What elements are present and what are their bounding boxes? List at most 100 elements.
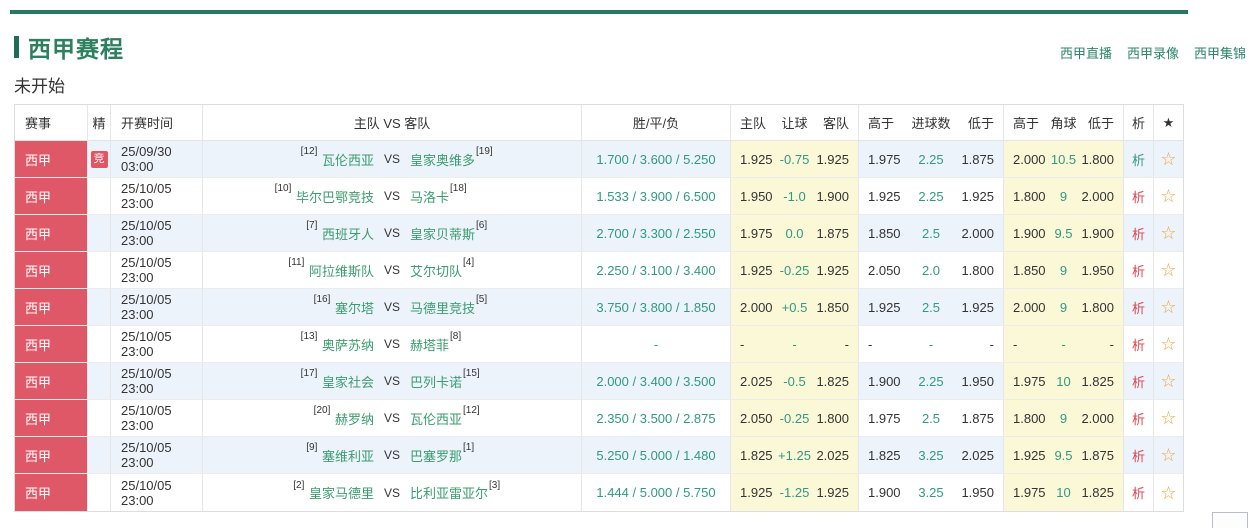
- star-cell: ☆: [1154, 437, 1183, 473]
- goals-over-odds: 2.050: [868, 262, 901, 278]
- favorite-star-icon[interactable]: ☆: [1160, 223, 1177, 243]
- home-team-link[interactable]: 皇家马德里: [308, 486, 374, 501]
- league-badge[interactable]: 西甲: [15, 289, 88, 325]
- away-team-link[interactable]: 巴列卡诺: [410, 374, 463, 390]
- league-badge[interactable]: 西甲: [15, 474, 88, 511]
- favorite-star-icon[interactable]: ☆: [1160, 334, 1177, 354]
- link-highlights[interactable]: 西甲集锦: [1193, 46, 1246, 61]
- match-time: 25/10/05 23:00: [111, 289, 203, 325]
- league-badge[interactable]: 西甲: [15, 437, 88, 473]
- league-badge[interactable]: 西甲: [15, 326, 88, 362]
- away-rank: [8]: [450, 331, 462, 343]
- home-team-link[interactable]: 瓦伦西亚: [321, 152, 374, 168]
- header-corners-over: 高于: [1013, 116, 1040, 131]
- league-badge[interactable]: 西甲: [15, 252, 88, 288]
- analysis-link[interactable]: 析: [1131, 337, 1145, 353]
- teams-cell: [2] 皇家马德里 VS 比利亚雷亚尔[3]: [203, 474, 582, 511]
- favorite-star-icon[interactable]: ☆: [1160, 408, 1177, 428]
- header-handicap-line: 让球: [781, 116, 808, 131]
- home-team-link[interactable]: 毕尔巴鄂竞技: [295, 189, 374, 205]
- away-team-link[interactable]: 艾尔切队: [410, 263, 463, 279]
- goals-under-odds: 1.925: [961, 299, 994, 315]
- table-row: 西甲 竞 25/10/05 23:00 [16] 塞尔塔 VS 马德里竞技[5]…: [15, 289, 1183, 326]
- teams-cell: [17] 皇家社会 VS 巴列卡诺[15]: [203, 363, 582, 399]
- top-accent-line: [10, 10, 1188, 14]
- away-team-link[interactable]: 比利亚雷亚尔: [410, 486, 489, 501]
- home-team-link[interactable]: 阿拉维斯队: [308, 263, 374, 279]
- header-handicap-group: 主队 让球 客队: [731, 105, 859, 140]
- betting-icon[interactable]: 竞: [90, 150, 108, 168]
- favorite-star-icon[interactable]: ☆: [1160, 482, 1177, 503]
- home-team-link[interactable]: 赫罗纳: [334, 411, 374, 427]
- status-heading: 未开始: [14, 77, 65, 96]
- star-cell: ☆: [1154, 474, 1183, 511]
- goals-under-odds: 1.875: [961, 410, 994, 426]
- star-cell: ☆: [1154, 363, 1183, 399]
- home-team-link[interactable]: 塞维利亚: [321, 448, 374, 464]
- teams-cell: [12] 瓦伦西亚 VS 皇家奥维多[19]: [203, 141, 582, 177]
- away-rank: [6]: [476, 220, 488, 232]
- league-badge[interactable]: 西甲: [15, 178, 88, 214]
- home-team-link[interactable]: 皇家社会: [321, 374, 374, 390]
- schedule-table: 赛事 精 开赛时间 主队 VS 客队 胜/平/负 主队 让球 客队 高于 进球数…: [14, 104, 1184, 512]
- analysis-link[interactable]: 析: [1131, 448, 1145, 464]
- favorite-star-icon[interactable]: ☆: [1160, 297, 1177, 317]
- away-team-link[interactable]: 瓦伦西亚: [410, 411, 463, 427]
- home-team-link[interactable]: 奥萨苏纳: [321, 337, 374, 353]
- header-corners-under: 低于: [1087, 116, 1114, 131]
- pick-cell: 竞: [88, 215, 111, 251]
- home-team-link[interactable]: 塞尔塔: [334, 300, 374, 316]
- league-badge[interactable]: 西甲: [15, 363, 88, 399]
- corners-line: 9: [1059, 262, 1068, 278]
- away-team-link[interactable]: 马德里竞技: [410, 300, 476, 316]
- analysis-link[interactable]: 析: [1131, 263, 1145, 279]
- league-badge[interactable]: 西甲: [15, 400, 88, 436]
- corners-group: 1.800 9 2.000: [1004, 400, 1124, 436]
- table-row: 西甲 竞 25/09/30 03:00 [12] 瓦伦西亚 VS 皇家奥维多[1…: [15, 141, 1183, 178]
- floating-widget-partial[interactable]: [1212, 512, 1248, 528]
- corners-line: 9.5: [1054, 447, 1073, 463]
- vs-label: VS: [384, 226, 401, 240]
- away-team-link[interactable]: 巴塞罗那: [410, 448, 463, 464]
- goals-line: -: [928, 336, 934, 352]
- analysis-link[interactable]: 析: [1131, 486, 1145, 501]
- favorite-star-icon[interactable]: ☆: [1160, 445, 1177, 465]
- away-team-link[interactable]: 马洛卡: [410, 189, 450, 205]
- analysis-link[interactable]: 析: [1131, 300, 1145, 316]
- handicap-group: 1.925 -1.25 1.925: [731, 474, 859, 511]
- analysis-cell: 析: [1124, 326, 1154, 362]
- handicap-home-odds: 1.825: [740, 447, 773, 463]
- corners-under-odds: 1.875: [1081, 447, 1114, 463]
- favorite-star-icon[interactable]: ☆: [1160, 186, 1177, 206]
- handicap-away-odds: 1.925: [816, 485, 849, 500]
- away-side: 马德里竞技[5]: [410, 294, 581, 317]
- home-team-link[interactable]: 西班牙人: [321, 226, 374, 242]
- analysis-link[interactable]: 析: [1131, 374, 1145, 390]
- link-live[interactable]: 西甲直播: [1059, 46, 1112, 61]
- league-badge[interactable]: 西甲: [15, 141, 88, 177]
- analysis-link[interactable]: 析: [1131, 411, 1145, 427]
- analysis-link[interactable]: 析: [1131, 152, 1145, 168]
- teams-cell: [16] 塞尔塔 VS 马德里竞技[5]: [203, 289, 582, 325]
- goals-over-odds: 1.975: [868, 151, 901, 167]
- link-replay[interactable]: 西甲录像: [1126, 46, 1179, 61]
- star-cell: ☆: [1154, 252, 1183, 288]
- goals-group: - - -: [859, 326, 1004, 362]
- handicap-home-odds: -: [740, 336, 745, 352]
- goals-over-odds: 1.825: [868, 447, 901, 463]
- handicap-home-odds: 2.025: [740, 373, 773, 389]
- analysis-link[interactable]: 析: [1131, 189, 1145, 205]
- star-cell: ☆: [1154, 141, 1183, 177]
- favorite-star-icon[interactable]: ☆: [1160, 260, 1177, 280]
- away-rank: [15]: [463, 368, 480, 380]
- away-team-link[interactable]: 赫塔菲: [410, 337, 450, 353]
- away-side: 马洛卡[18]: [410, 183, 581, 206]
- away-team-link[interactable]: 皇家贝蒂斯: [410, 226, 476, 242]
- favorite-star-icon[interactable]: ☆: [1160, 371, 1177, 391]
- corners-over-odds: 1.925: [1013, 447, 1046, 463]
- home-side: [2] 皇家马德里: [203, 480, 374, 502]
- favorite-star-icon[interactable]: ☆: [1160, 149, 1177, 169]
- away-team-link[interactable]: 皇家奥维多: [410, 152, 476, 168]
- analysis-link[interactable]: 析: [1131, 226, 1145, 242]
- league-badge[interactable]: 西甲: [15, 215, 88, 251]
